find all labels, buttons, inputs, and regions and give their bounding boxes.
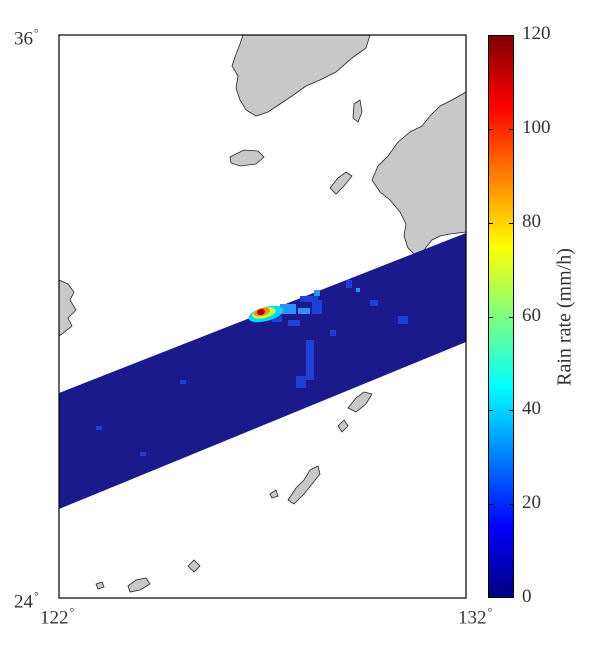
colorbar-tick-mark [488,35,493,36]
colorbar-tick-mark [488,128,493,130]
colorbar-tick-label: 60 [522,304,541,326]
colorbar-tick-label: 80 [522,210,541,232]
okinawa-island [287,465,321,505]
china-coast [59,279,77,337]
moderate-rain-cells [280,288,360,314]
colorbar-tick-label: 0 [522,586,532,607]
tokunoshima-island [337,419,349,433]
colorbar-tick-mark [509,222,514,224]
tsushima-island [352,99,363,123]
lon-label-left: 122° [40,605,75,629]
rain-swath [59,233,466,509]
light-rain-cells [96,280,408,456]
map-frame [58,34,467,599]
ishigaki-island [127,577,151,593]
lon-label-right: 132° [458,605,493,629]
korea-landmass [231,35,371,117]
colorbar-tick-label: 100 [522,116,551,138]
colorbar-tick-label: 40 [522,398,541,420]
colorbar-tick-label: 20 [522,492,541,514]
colorbar-tick-mark [488,410,493,412]
colorbar-tick-mark [488,316,493,318]
yonaguni-island [95,581,105,590]
colorbar-tick-mark [509,128,514,130]
lat-label-bottom: 24° [14,589,39,613]
kerama-islands [269,489,279,499]
amami-island [347,391,373,413]
colorbar-title: Rain rate (mm/h) [553,248,576,386]
colorbar-tick-mark [488,504,493,506]
goto-islands [329,171,353,195]
colorbar-tick-mark [509,410,514,412]
colorbar-tick-mark [509,35,514,36]
japan-landmass [371,91,466,257]
colorbar-tick-mark [488,597,493,598]
miyako-island [187,559,201,573]
jeju-island [229,149,265,167]
lat-label-top: 36° [14,26,39,50]
colorbar-tick-mark [509,316,514,318]
colorbar-tick-mark [509,597,514,598]
colorbar-tick-mark [509,504,514,506]
colorbar-tick-label: 120 [522,23,551,44]
colorbar-tick-mark [488,222,493,224]
heavy-rain-core [248,305,284,323]
